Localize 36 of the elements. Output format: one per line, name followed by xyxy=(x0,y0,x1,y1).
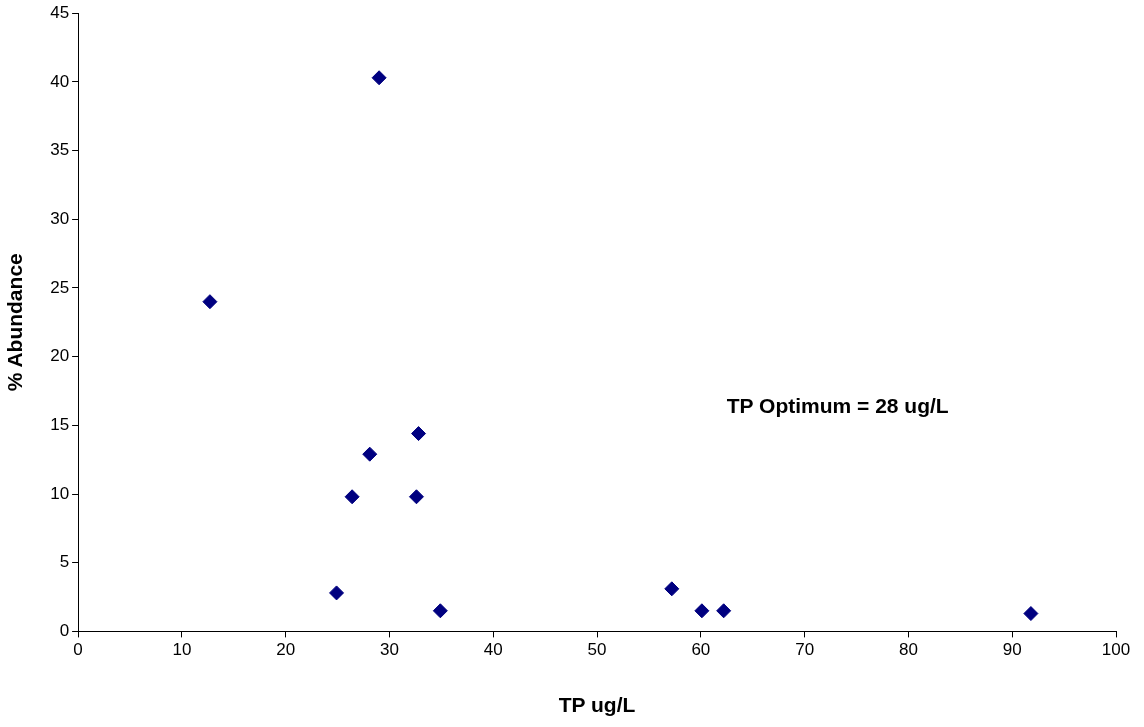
point xyxy=(1023,606,1039,622)
y-tick-label: 20 xyxy=(50,346,70,366)
y-tick-label: 5 xyxy=(59,552,70,572)
point xyxy=(344,489,360,505)
point xyxy=(329,585,345,601)
point xyxy=(362,446,378,462)
x-tick-label: 20 xyxy=(276,640,296,660)
y-tick-label: 35 xyxy=(50,140,70,160)
x-tick-label: 40 xyxy=(483,640,503,660)
point xyxy=(371,70,387,86)
x-tick-label: 10 xyxy=(172,640,192,660)
y-axis-title: % Abundance xyxy=(3,253,27,392)
x-tick-label: 30 xyxy=(380,640,399,660)
y-tick-label: 45 xyxy=(50,2,70,22)
x-tick-label: 0 xyxy=(73,640,83,660)
y-tick-label: 25 xyxy=(50,277,70,297)
x-tick-label: 80 xyxy=(898,640,918,660)
x-tick-label: 100 xyxy=(1101,640,1131,660)
x-tick-label: 70 xyxy=(795,640,815,660)
point xyxy=(411,426,427,442)
y-tick-label: 0 xyxy=(59,621,70,641)
x-axis-title: TP ug/L xyxy=(558,693,636,717)
y-tick-label: 15 xyxy=(50,415,70,435)
point xyxy=(408,489,424,505)
y-tick-label: 40 xyxy=(50,71,70,91)
y-tick-label: 10 xyxy=(50,483,70,503)
x-tick-label: 50 xyxy=(587,640,607,660)
x-tick-label: 60 xyxy=(691,640,711,660)
point xyxy=(694,603,710,619)
y-tick-label: 30 xyxy=(50,208,70,228)
point xyxy=(664,581,680,597)
x-tick-label: 90 xyxy=(1002,640,1022,660)
point xyxy=(202,294,218,310)
point xyxy=(716,603,732,619)
point xyxy=(432,603,448,619)
annotation: TP Optimum = 28 ug/L xyxy=(726,393,949,417)
